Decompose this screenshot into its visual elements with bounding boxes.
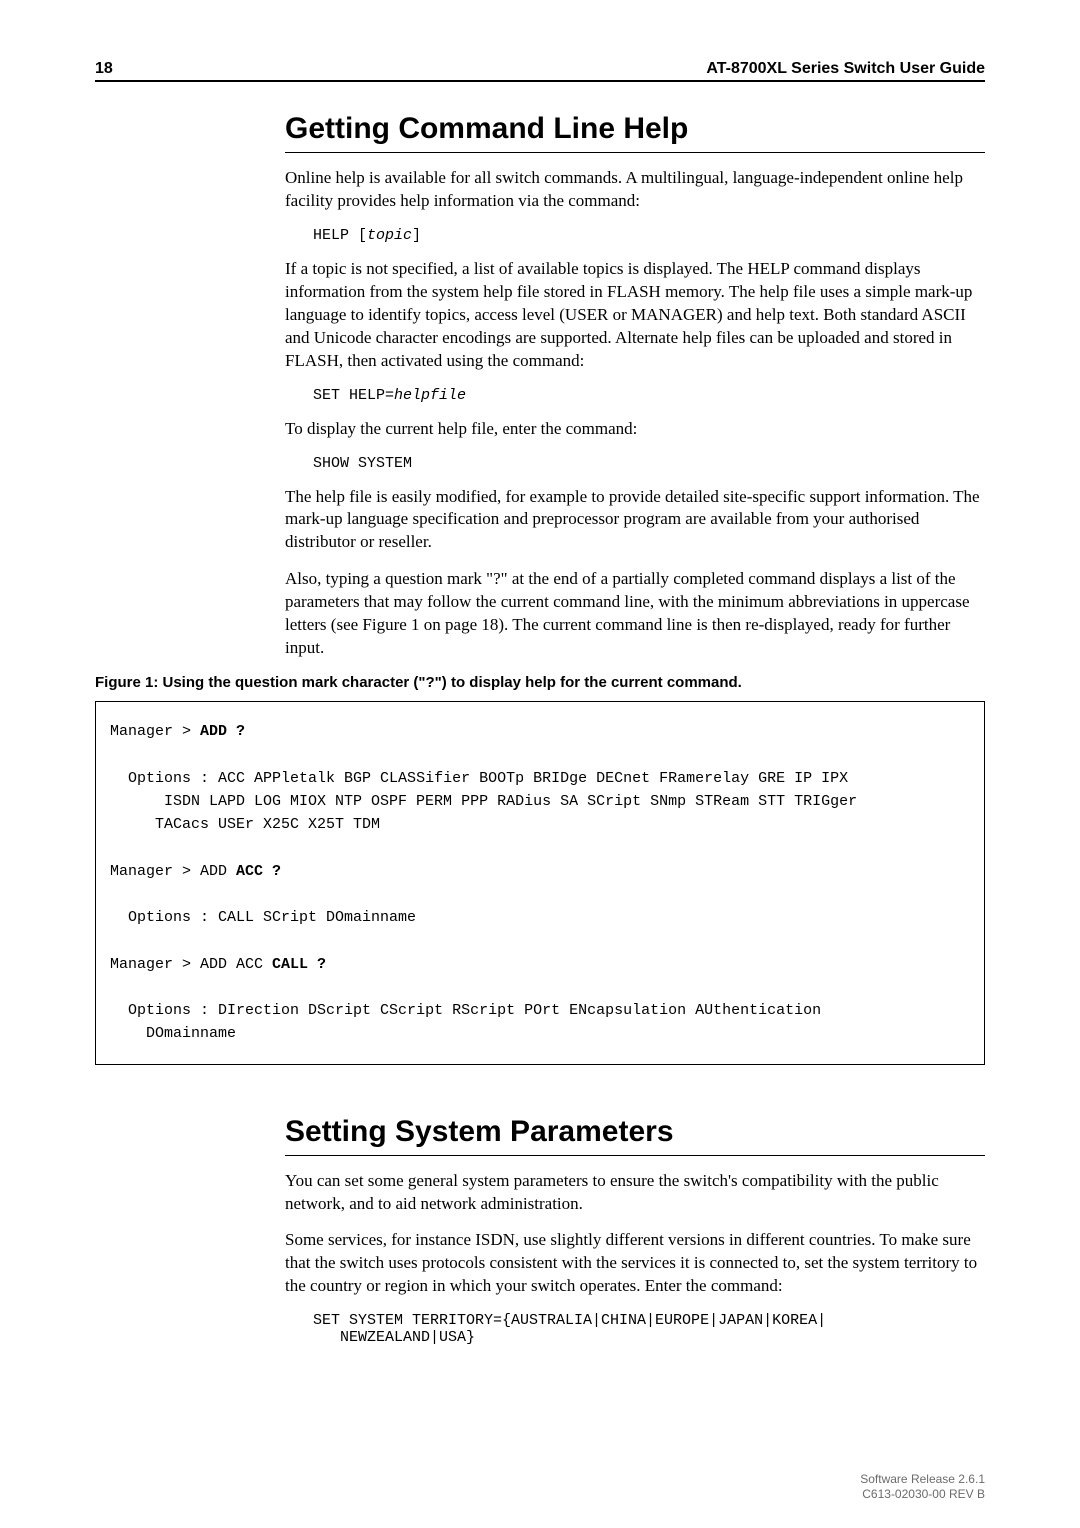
prompt-line: Manager > ADD ACC CALL ?	[110, 956, 326, 973]
code-set-help: SET HELP=helpfile	[313, 387, 985, 404]
figure-caption: Figure 1: Using the question mark charac…	[95, 674, 985, 691]
page-number: 18	[95, 60, 113, 78]
page-footer: Software Release 2.6.1 C613-02030-00 REV…	[860, 1472, 985, 1502]
para-modify-help: The help file is easily modified, for ex…	[285, 486, 985, 555]
prompt-line: Manager > ADD ACC ?	[110, 863, 281, 880]
code-text: ]	[412, 227, 421, 244]
para-territory: Some services, for instance ISDN, use sl…	[285, 1229, 985, 1298]
page-header: 18 AT-8700XL Series Switch User Guide	[95, 60, 985, 82]
prompt: Manager >	[110, 723, 200, 740]
document-title: AT-8700XL Series Switch User Guide	[706, 60, 985, 78]
footer-docnum: C613-02030-00 REV B	[860, 1487, 985, 1502]
code-param: topic	[367, 227, 412, 244]
terminal-figure: Manager > ADD ? Options : ACC APPletalk …	[95, 701, 985, 1065]
prompt: Manager > ADD ACC	[110, 956, 272, 973]
code-text: HELP [	[313, 227, 367, 244]
user-input: ADD ?	[200, 723, 245, 740]
code-param: helpfile	[394, 387, 466, 404]
para-question-mark: Also, typing a question mark "?" at the …	[285, 568, 985, 660]
section-cli-help: Getting Command Line Help Online help is…	[285, 112, 985, 660]
prompt-line: Manager > ADD ?	[110, 723, 245, 740]
user-input: CALL ?	[272, 956, 326, 973]
code-help-topic: HELP [topic]	[313, 227, 985, 244]
heading-system-params: Setting System Parameters	[285, 1115, 985, 1156]
para-sys-intro: You can set some general system paramete…	[285, 1170, 985, 1216]
options-output: Options : CALL SCript DOmainname	[110, 909, 416, 926]
code-text: SET HELP=	[313, 387, 394, 404]
para-help-desc: If a topic is not specified, a list of a…	[285, 258, 985, 373]
section-system-params: Setting System Parameters You can set so…	[285, 1115, 985, 1347]
code-show-system: SHOW SYSTEM	[313, 455, 985, 472]
code-set-territory: SET SYSTEM TERRITORY={AUSTRALIA|CHINA|EU…	[313, 1312, 985, 1346]
para-show-current: To display the current help file, enter …	[285, 418, 985, 441]
para-intro: Online help is available for all switch …	[285, 167, 985, 213]
user-input: ACC ?	[236, 863, 281, 880]
footer-release: Software Release 2.6.1	[860, 1472, 985, 1487]
heading-cli-help: Getting Command Line Help	[285, 112, 985, 153]
options-output: Options : DIrection DScript CScript RScr…	[110, 1002, 821, 1042]
options-output: Options : ACC APPletalk BGP CLASSifier B…	[110, 770, 857, 834]
prompt: Manager > ADD	[110, 863, 236, 880]
